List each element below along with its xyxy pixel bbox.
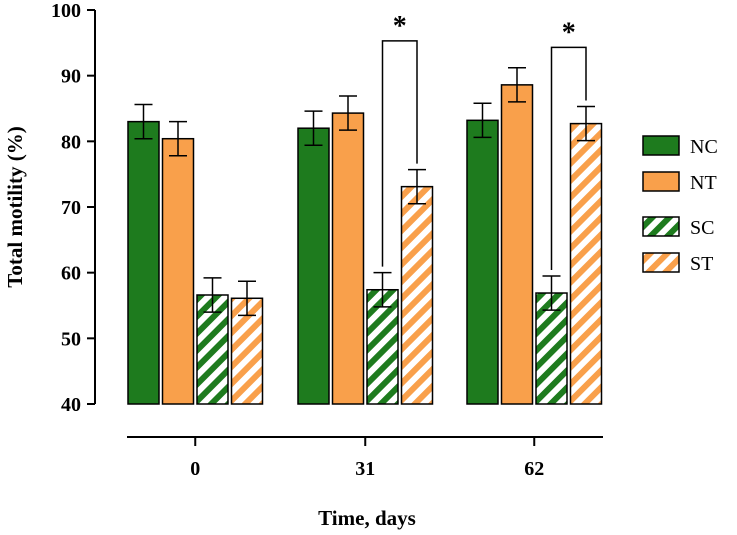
error-bar-nt-0 xyxy=(169,120,187,157)
legend-swatch xyxy=(642,216,680,237)
error-bar-st-31 xyxy=(408,168,426,205)
error-bars xyxy=(134,67,595,317)
legend-label: NC xyxy=(690,136,718,158)
significance-star: * xyxy=(562,17,576,48)
bar-nt-62 xyxy=(500,84,534,405)
y-tick-label: 80 xyxy=(61,131,81,153)
bars xyxy=(127,84,603,405)
error-bar-nc-62 xyxy=(473,102,492,139)
x-axis-label: Time, days xyxy=(318,506,416,530)
legend-label: NT xyxy=(690,172,717,194)
legend-item-sc: SC xyxy=(642,216,714,239)
y-tick-label: 50 xyxy=(61,328,81,350)
significance-star: * xyxy=(393,11,407,42)
y-tick-label: 70 xyxy=(61,197,81,219)
bar-nc-62 xyxy=(466,119,499,405)
error-bar-st-62 xyxy=(577,105,595,142)
x-tick-label: 31 xyxy=(355,458,375,480)
y-tick-label: 60 xyxy=(61,263,81,285)
y-tick-label: 40 xyxy=(61,394,81,416)
y-tick-label: 100 xyxy=(51,0,81,22)
x-tick-label: 62 xyxy=(524,458,544,480)
error-bar-nc-0 xyxy=(134,103,153,140)
legend-swatch xyxy=(642,171,680,192)
y-axis-label: Total motility (%) xyxy=(3,126,27,287)
legend: NC NT SC ST xyxy=(642,135,718,275)
legend-item-nc: NC xyxy=(642,135,718,158)
legend-swatch xyxy=(642,252,680,273)
bar-nc-31 xyxy=(297,127,330,405)
y-axis: 40 50 60 70 80 90 100 xyxy=(51,0,96,416)
bar-nt-31 xyxy=(331,112,365,405)
significance-bracket-62: * xyxy=(550,17,587,270)
legend-swatch xyxy=(642,135,680,156)
legend-item-st: ST xyxy=(642,252,713,275)
significance-bracket-31: * xyxy=(381,11,418,267)
error-bar-sc-0 xyxy=(203,277,222,313)
legend-label: SC xyxy=(690,217,714,239)
error-bar-nt-62 xyxy=(508,67,526,103)
x-tick-label: 0 xyxy=(190,458,200,480)
bar-nt-0 xyxy=(161,137,195,405)
error-bar-sc-62 xyxy=(542,275,561,311)
bar-nc-0 xyxy=(127,120,160,405)
bar-st-31 xyxy=(400,185,434,405)
error-bar-nt-31 xyxy=(339,95,357,131)
significance-annotations: * * xyxy=(381,11,587,270)
legend-label: ST xyxy=(690,253,713,275)
error-bar-sc-31 xyxy=(373,271,392,308)
error-bar-st-0 xyxy=(238,280,256,317)
y-tick-label: 90 xyxy=(61,66,81,88)
x-axis: 0 31 62 xyxy=(127,436,603,480)
bar-sc-0 xyxy=(196,294,229,405)
legend-item-nt: NT xyxy=(642,171,717,194)
error-bar-nc-31 xyxy=(304,110,323,147)
bar-st-62 xyxy=(569,122,603,405)
